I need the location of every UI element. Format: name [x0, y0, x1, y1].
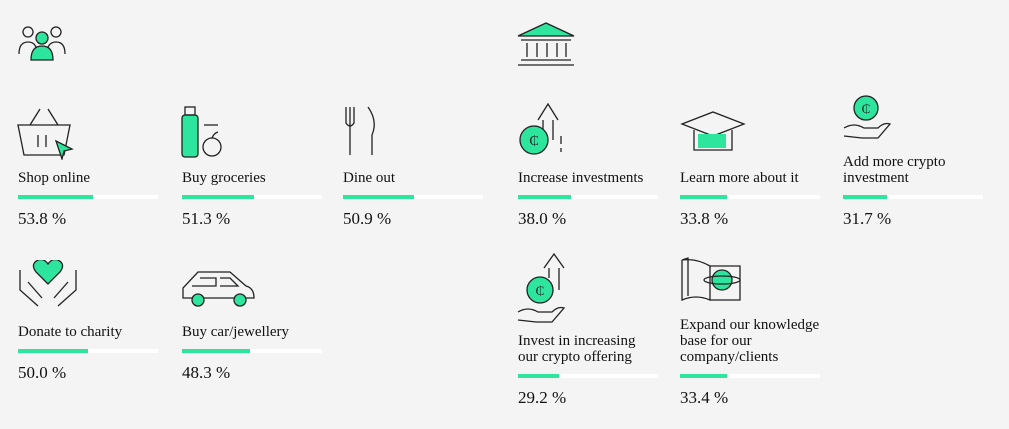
- bar-track: [518, 195, 658, 199]
- item-label: Buy groceries: [182, 170, 266, 186]
- item-label: Dine out: [343, 170, 396, 186]
- svg-text:₵: ₵: [862, 101, 871, 116]
- bar-track: [182, 195, 322, 199]
- item-label: Learn more about it: [680, 170, 799, 186]
- svg-text:₵: ₵: [529, 134, 538, 149]
- people-icon: [18, 26, 66, 61]
- value-label: 50.9 %: [343, 209, 392, 228]
- bar-track: [680, 374, 820, 378]
- bar-track: [18, 195, 158, 199]
- bar: [843, 195, 888, 199]
- value-label: 50.0 %: [18, 363, 67, 382]
- basket-icon: [17, 108, 74, 160]
- bar: [18, 195, 94, 199]
- coin-hand-icon: ₵: [843, 95, 892, 139]
- bar-track: [182, 349, 322, 353]
- bar: [680, 374, 727, 378]
- bar-track: [18, 349, 158, 353]
- item-label: Expand our knowledge base for our compan…: [680, 317, 820, 365]
- car-icon: [182, 271, 255, 307]
- bar-track: [843, 195, 983, 199]
- dine-icon: [345, 106, 375, 155]
- item-label: Increase investments: [518, 170, 644, 186]
- item-label: Donate to charity: [18, 324, 123, 340]
- value-label: 33.4 %: [680, 388, 729, 407]
- bar: [680, 195, 728, 199]
- bar-track: [680, 195, 820, 199]
- book-globe-icon: [681, 257, 741, 301]
- invest-up-icon: ₵: [519, 102, 562, 155]
- item-label: Add more crypto investment: [843, 154, 946, 186]
- value-label: 29.2 %: [518, 388, 567, 407]
- offering-icon: ₵: [517, 252, 566, 323]
- bank-icon: [517, 22, 575, 66]
- groceries-icon: [181, 106, 222, 158]
- bar-track: [343, 195, 483, 199]
- value-label: 51.3 %: [182, 209, 231, 228]
- bar: [518, 195, 572, 199]
- item-label: Shop online: [18, 170, 91, 186]
- bar: [182, 195, 254, 199]
- value-label: 38.0 %: [518, 209, 567, 228]
- value-label: 53.8 %: [18, 209, 67, 228]
- bar: [518, 374, 559, 378]
- item-label: Invest in increasing our crypto offering: [518, 333, 636, 365]
- item-label: Buy car/jewellery: [182, 324, 290, 340]
- value-label: 48.3 %: [182, 363, 231, 382]
- bar: [182, 349, 250, 353]
- value-label: 31.7 %: [843, 209, 892, 228]
- bar: [343, 195, 415, 199]
- charity-icon: [19, 260, 77, 307]
- svg-text:₵: ₵: [536, 283, 545, 298]
- value-label: 33.8 %: [680, 209, 729, 228]
- bar-track: [518, 374, 658, 378]
- bar: [18, 349, 88, 353]
- graduation-icon: [680, 111, 746, 151]
